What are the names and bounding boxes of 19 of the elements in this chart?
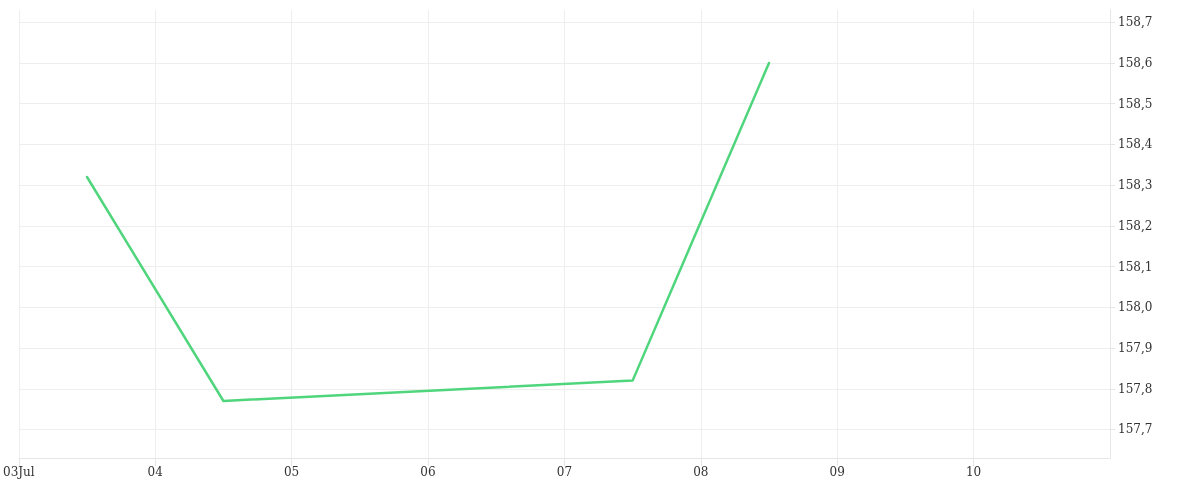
y-tick-label: 158,0 <box>1118 300 1153 315</box>
y-tick-label: 157,9 <box>1118 341 1153 356</box>
x-tick-label: 03Jul <box>3 465 35 479</box>
y-tick-label: 158,2 <box>1118 218 1153 233</box>
y-tick-label: 158,5 <box>1118 96 1153 111</box>
y-tick-label: 158,7 <box>1118 15 1153 30</box>
x-tick-label: 07 <box>556 465 573 479</box>
y-tick-label: 157,7 <box>1118 422 1153 437</box>
y-tick-label: 158,3 <box>1118 178 1153 193</box>
x-tick-label: 08 <box>693 465 709 479</box>
x-tick-label: 04 <box>147 465 164 479</box>
y-tick-label: 158,6 <box>1118 55 1153 70</box>
x-tick-label: 09 <box>829 465 845 479</box>
x-tick-label: 05 <box>283 465 300 479</box>
y-tick-label: 158,4 <box>1118 137 1153 152</box>
y-tick-label: 157,8 <box>1118 381 1153 396</box>
x-tick-label: 06 <box>420 465 436 479</box>
y-tick-label: 158,1 <box>1118 259 1153 274</box>
x-tick-label: 10 <box>965 465 982 479</box>
